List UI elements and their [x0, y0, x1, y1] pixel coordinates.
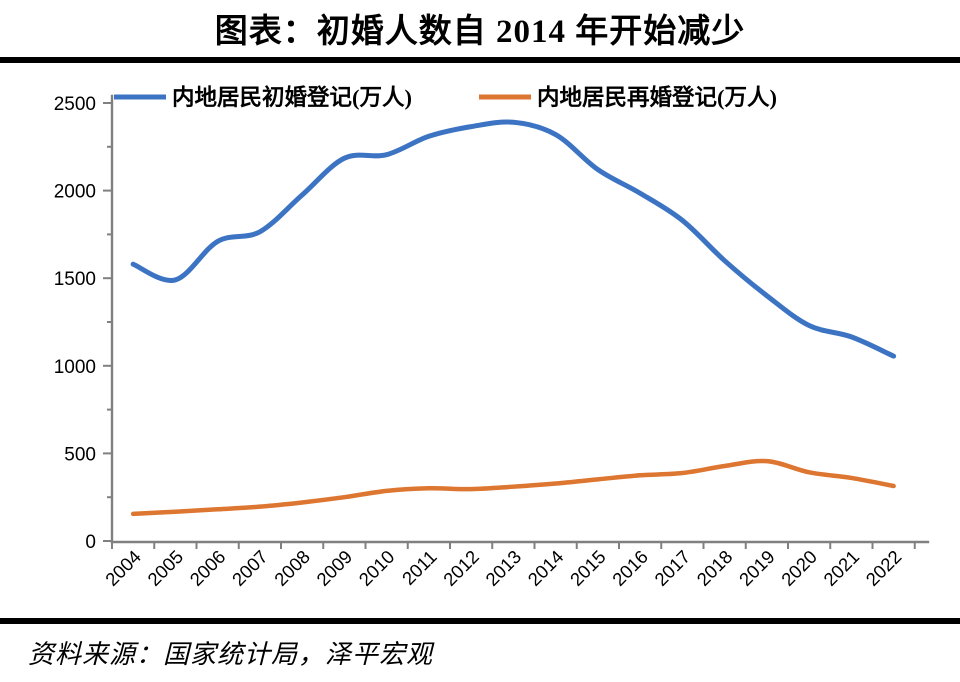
- legend: 内地居民初婚登记(万人) 内地居民再婚登记(万人): [114, 84, 777, 110]
- legend-label: 内地居民初婚登记(万人): [172, 84, 412, 110]
- x-tick-label: 2016: [608, 546, 652, 590]
- series-line-remarriage: [130, 458, 896, 517]
- bottom-divider: [0, 618, 960, 624]
- line-chart: 0 500 1000 1500 2000 2500 20042005200620072008…: [54, 84, 930, 590]
- x-tick-label: 2022: [862, 546, 906, 590]
- page-title: 图表：初婚人数自 2014 年开始减少: [214, 14, 746, 50]
- y-tick-labels: 0 500 1000 1500 2000 2500: [54, 94, 96, 553]
- y-ticks: [103, 102, 112, 542]
- series-line-first-marriage: [130, 119, 897, 359]
- x-tick-label: 2013: [481, 546, 525, 590]
- y-tick-label: 1500: [54, 269, 96, 290]
- x-tick-label: 2004: [101, 546, 145, 590]
- x-tick-label: 2011: [398, 546, 441, 589]
- x-tick-label: 2018: [693, 546, 737, 590]
- x-tick-label: 2017: [650, 546, 694, 590]
- x-ticks: [111, 542, 916, 549]
- y-tick-label: 1000: [54, 357, 96, 378]
- x-tick-label: 2009: [312, 546, 356, 590]
- legend-item: 内地居民再婚登记(万人): [479, 85, 777, 110]
- axes: [110, 94, 930, 544]
- source-note: 资料来源：国家统计局，泽平宏观: [28, 640, 434, 669]
- legend-item: 内地居民初婚登记(万人): [114, 84, 412, 110]
- legend-label: 内地居民再婚登记(万人): [537, 85, 777, 110]
- x-tick-label: 2007: [228, 546, 272, 590]
- y-tick-label: 500: [64, 444, 96, 465]
- y-tick-label: 0: [85, 532, 96, 553]
- x-tick-label: 2019: [735, 546, 779, 590]
- x-tick-label: 2014: [524, 546, 568, 590]
- x-tick-label: 2008: [270, 546, 314, 590]
- x-tick-label: 2005: [143, 546, 187, 590]
- x-tick-label: 2006: [186, 546, 230, 590]
- x-tick-label: 2012: [439, 546, 483, 590]
- x-tick-label: 2020: [777, 546, 821, 590]
- x-tick-label: 2015: [566, 546, 610, 590]
- x-tick-label: 2010: [355, 546, 399, 590]
- y-tick-label: 2500: [54, 94, 96, 115]
- x-tick-label: 2021: [819, 546, 863, 590]
- top-divider: [0, 57, 960, 63]
- y-tick-label: 2000: [54, 182, 96, 203]
